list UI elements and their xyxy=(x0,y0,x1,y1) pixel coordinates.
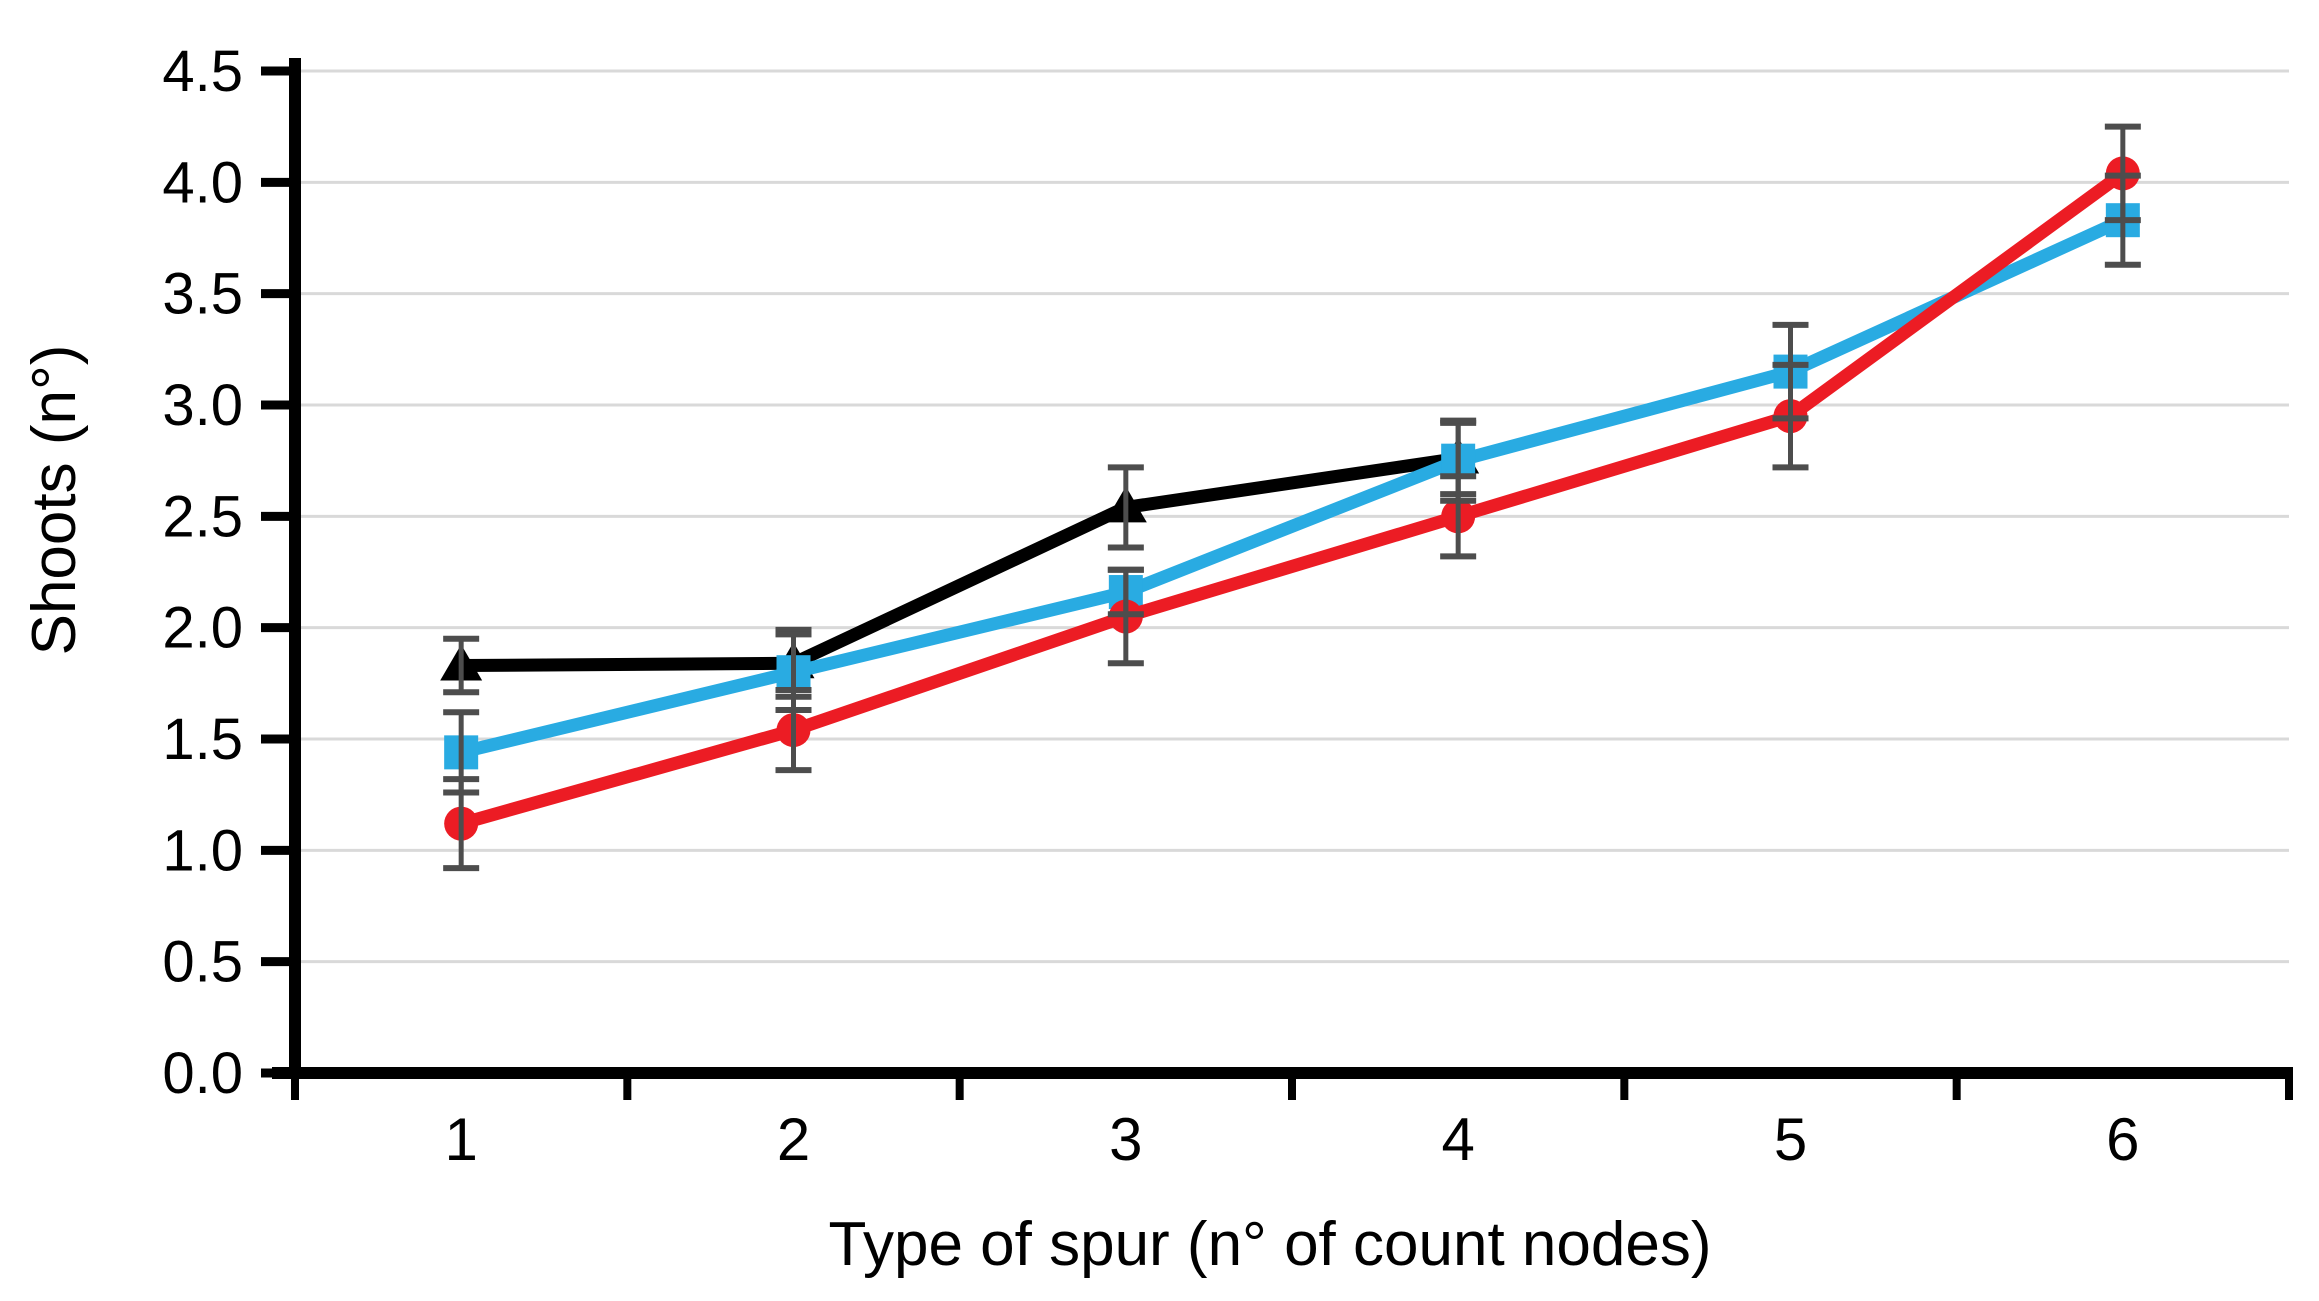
y-tick-label-3.5: 3.5 xyxy=(162,262,243,327)
y-tick-label-3.0: 3.0 xyxy=(162,373,243,438)
series-line-red-circles xyxy=(459,168,2127,830)
y-tick-label-0.0: 0.0 xyxy=(162,1041,243,1106)
x-tick-label-5: 5 xyxy=(1774,1106,1807,1173)
axes: 0.0 0.5 1.0 1.5 2.0 2.5 3.0 3.5 4.0 4.5 1 2 3 4 5 6 xyxy=(162,39,2293,1173)
y-tick-label-1.0: 1.0 xyxy=(162,818,243,883)
y-tick-label-4.0: 4.0 xyxy=(162,150,243,215)
x-tick-label-1: 1 xyxy=(444,1106,477,1173)
y-axis-title: Shoots (n°) xyxy=(20,345,89,656)
x-tick-label-6: 6 xyxy=(2106,1106,2139,1173)
error-bars xyxy=(443,123,2141,872)
series-line-blue-squares xyxy=(459,214,2126,759)
series-line-black-triangles xyxy=(461,452,1460,673)
y-tick-label-2.5: 2.5 xyxy=(162,484,243,549)
y-tick-label-1.5: 1.5 xyxy=(162,707,243,772)
y-tick-label-0.5: 0.5 xyxy=(162,930,243,995)
gridlines xyxy=(295,69,2289,964)
x-tick-label-2: 2 xyxy=(777,1106,810,1173)
x-tick-label-3: 3 xyxy=(1109,1106,1142,1173)
y-tick-label-4.5: 4.5 xyxy=(162,39,243,104)
x-tick-label-4: 4 xyxy=(1441,1106,1474,1173)
x-axis-title: Type of spur (n° of count nodes) xyxy=(829,1210,1712,1279)
y-tick-label-2.0: 2.0 xyxy=(162,596,243,661)
